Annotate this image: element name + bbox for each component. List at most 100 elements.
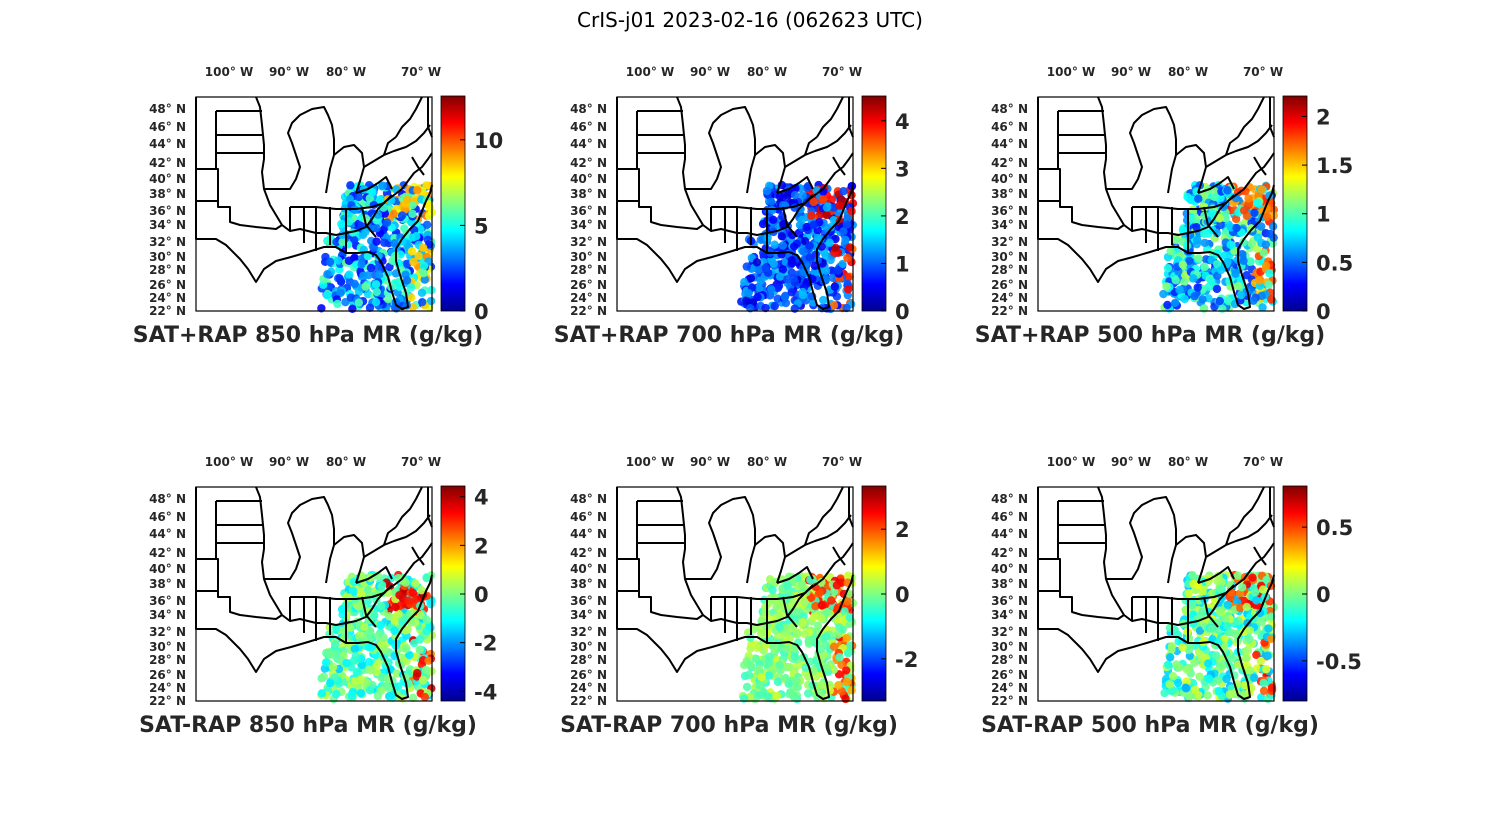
observation-point [845,243,855,252]
observation-point [842,303,851,313]
observation-point [773,294,782,303]
observation-point [1182,665,1191,674]
observation-point [344,217,354,226]
observation-point [363,251,373,261]
observation-point [377,601,386,611]
lat-tick-label: 40° N [570,172,607,186]
lon-tick-label: 70° W [401,455,441,469]
lon-tick-label: 80° W [1168,65,1208,79]
observation-point [422,574,431,583]
observation-point [1170,298,1180,308]
observation-point [1267,683,1277,692]
lat-tick-label: 22° N [991,694,1028,708]
observation-point [1244,194,1253,203]
observation-point [807,211,816,220]
observation-point [356,688,366,698]
observation-point [841,694,850,704]
figure-title: CrIS-j01 2023-02-16 (062623 UTC) [577,8,923,32]
observation-point [402,644,411,653]
observation-point [360,622,369,631]
lon-tick-label: 70° W [1243,65,1283,79]
observation-point [805,253,814,262]
observation-point [1257,618,1266,627]
lat-tick-label: 44° N [570,137,607,151]
observation-point [1262,664,1271,674]
lat-tick-label: 44° N [991,137,1028,151]
observation-point [422,220,432,229]
observation-point [1252,650,1261,660]
observation-point [357,660,367,670]
observation-point [1181,683,1190,692]
observation-point [822,210,831,220]
observation-point [344,256,354,265]
observation-point [426,600,435,609]
colorbar-tick-label: 5 [474,214,489,238]
observation-point [742,682,752,692]
colorbar [1282,95,1308,312]
colorbar-tick-label: 10 [474,129,503,153]
observation-point [1195,672,1204,681]
lat-tick-label: 44° N [570,527,607,541]
observation-point [827,195,837,204]
lon-tick-label: 100° W [1047,65,1095,79]
observation-point [790,652,799,661]
observation-point [775,622,784,632]
observation-point [778,265,788,274]
lat-tick-label: 38° N [991,187,1028,201]
observation-point [823,607,832,617]
observation-point [1159,289,1168,299]
observation-point [1245,666,1255,675]
observation-point [799,247,808,256]
observation-point [757,629,766,638]
colorbar-tick-label: 4 [895,110,910,134]
observation-point [838,625,847,634]
observation-point [772,691,782,701]
map-frame [1037,96,1275,312]
observation-point [332,237,341,247]
observation-point [830,282,840,291]
observation-point [841,666,851,675]
observation-point [419,268,428,278]
observation-point [319,672,328,681]
lat-tick-label: 34° N [149,608,186,622]
observation-point [783,581,792,591]
colorbar-tick-label: 2 [1316,105,1331,129]
observation-point [1207,276,1216,286]
observation-point [1259,248,1268,257]
observation-point [782,636,791,645]
lat-tick-label: 48° N [570,102,607,116]
observation-point [1207,209,1217,218]
lat-tick-label: 32° N [570,235,607,249]
observation-point [407,247,417,256]
observation-point [843,571,853,580]
observation-point [769,215,778,224]
observation-point [753,292,762,302]
lat-tick-label: 24° N [570,681,607,695]
observation-point [350,279,359,289]
observation-point [838,259,847,269]
observation-point [770,301,779,311]
observation-point [414,251,423,261]
observation-point [1241,654,1251,663]
observation-point [384,683,393,693]
observation-point [816,681,825,690]
panel-title: SAT-RAP 500 hPa MR (g/kg) [981,713,1319,738]
lat-tick-label: 34° N [570,608,607,622]
observation-point [366,666,376,675]
observation-point [417,586,426,595]
observation-point [1261,240,1271,249]
observation-point [325,257,335,267]
lon-tick-label: 80° W [747,455,787,469]
observation-point [754,265,763,274]
observation-point [744,289,753,298]
observation-point [1262,212,1272,221]
observation-point [843,253,852,263]
observation-point [817,601,826,610]
observation-point [1189,274,1198,283]
lat-tick-label: 44° N [149,137,186,151]
observation-point [330,673,339,682]
observation-point [403,625,412,634]
observation-point [765,652,774,662]
observation-point [391,602,400,612]
observation-point [766,197,776,206]
